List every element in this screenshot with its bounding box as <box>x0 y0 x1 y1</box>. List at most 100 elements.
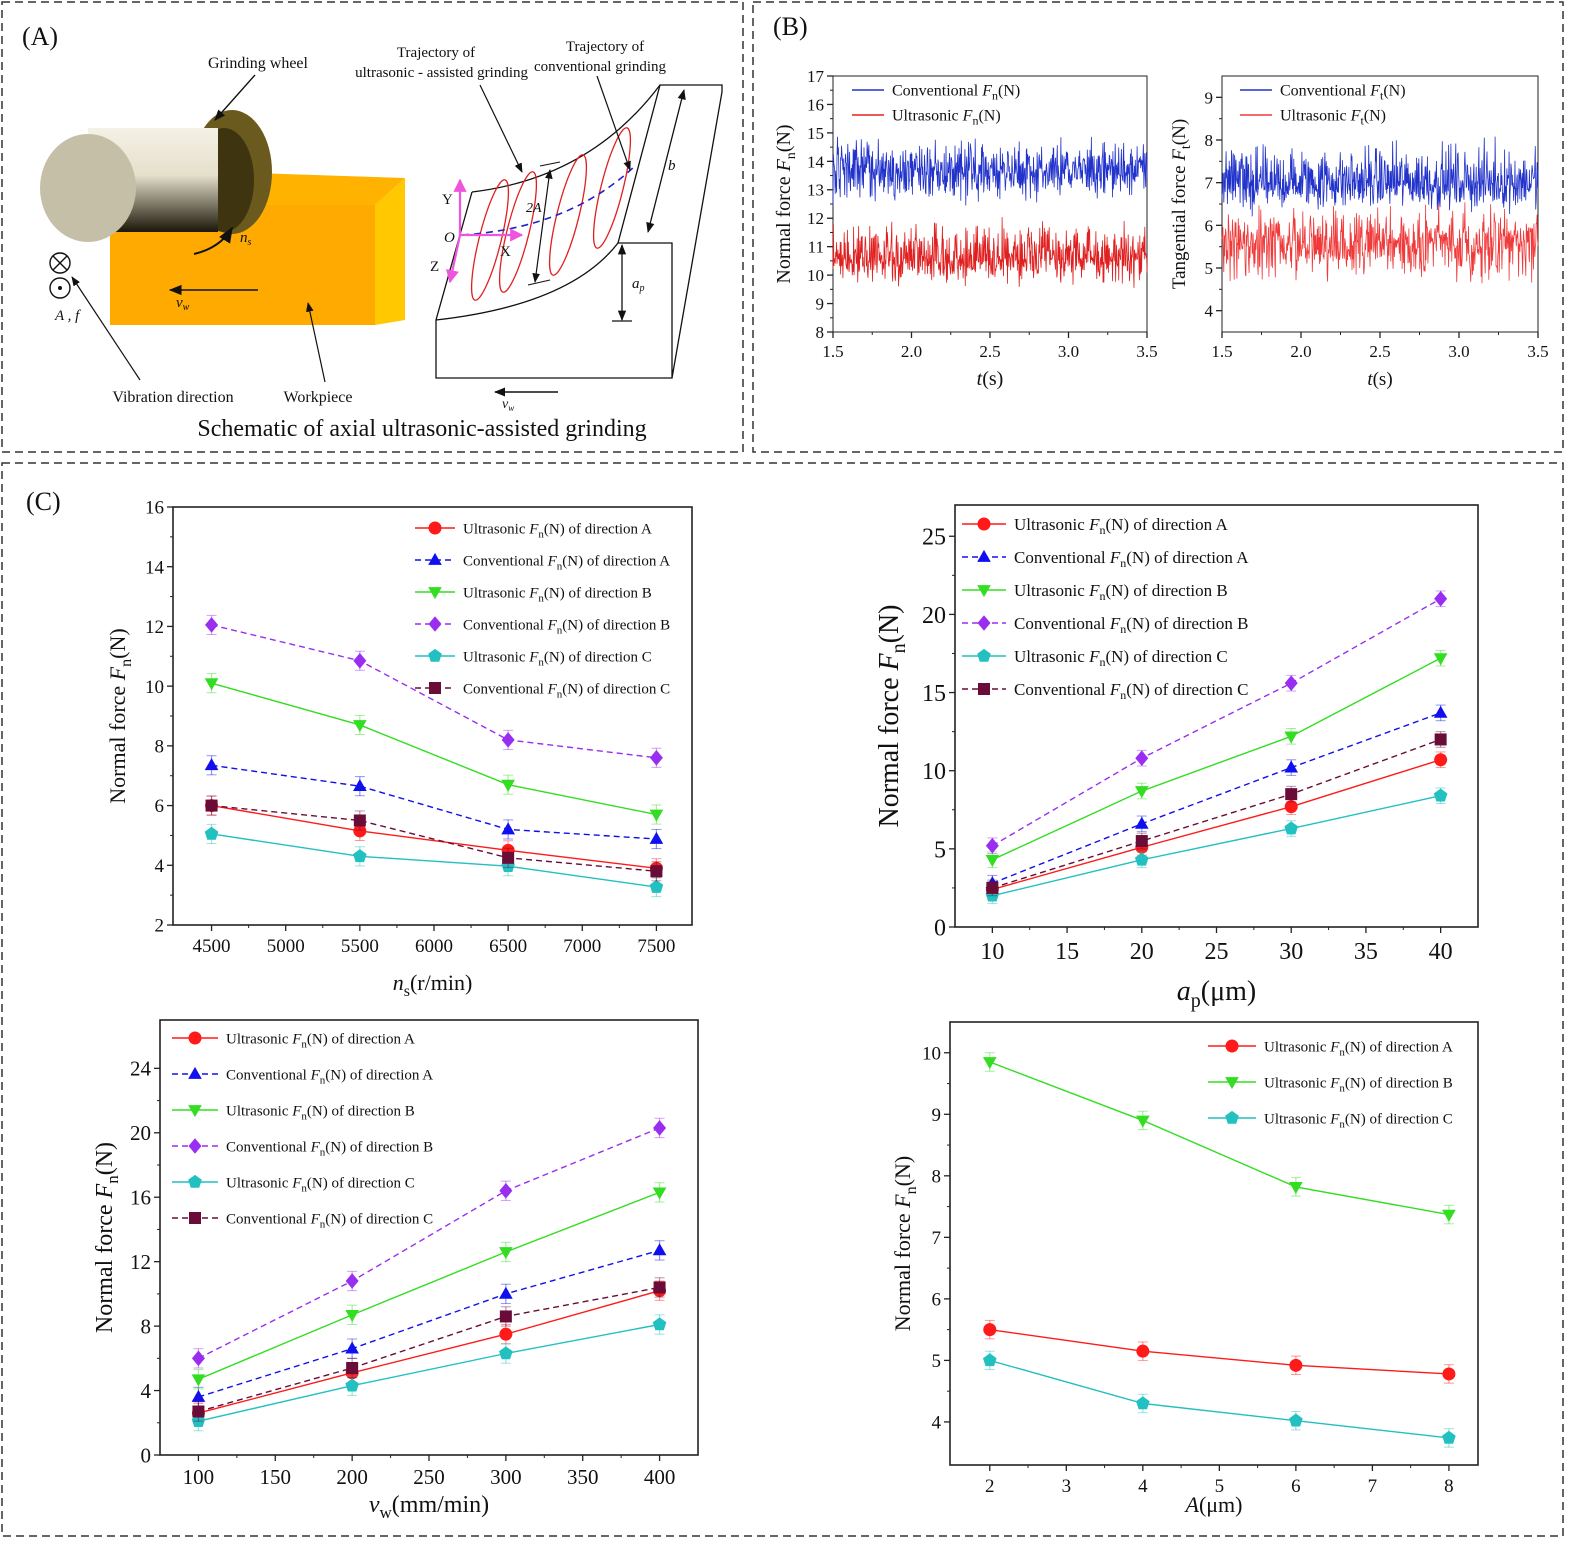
data-point <box>1289 1358 1303 1372</box>
legend-label: Ultrasonic Fn(N) of direction B <box>226 1103 415 1122</box>
ultrasonic-trajectory-label-1: Trajectory of <box>397 45 475 61</box>
x-axis-label: t(s) <box>1367 369 1392 390</box>
y-tick-label: 8 <box>816 323 825 342</box>
legend-item: Ultrasonic Fn(N) of direction C <box>172 1174 415 1194</box>
vibration-arrow <box>71 276 141 381</box>
legend-item: Conventional Fn(N) <box>852 83 1020 103</box>
y-tick-label: 9 <box>816 295 825 314</box>
y-tick-label: 20 <box>130 1121 151 1145</box>
panel-b-border <box>752 1 1564 453</box>
data-point <box>353 849 367 863</box>
data-point <box>501 822 515 835</box>
data-point <box>1433 653 1448 666</box>
x-tick-label: 2.5 <box>979 342 1000 361</box>
x-tick-label: 6500 <box>489 936 527 957</box>
x-tick-label: 30 <box>1279 939 1303 965</box>
axis-x-label: X <box>500 244 511 260</box>
conventional-trajectory-label-2: conventional grinding <box>534 59 667 75</box>
vibration-direction-label: Vibration direction <box>112 389 233 406</box>
x-tick-label: 2.5 <box>1369 342 1390 361</box>
x-tick-label: 20 <box>1130 939 1154 965</box>
data-point <box>1136 1344 1150 1358</box>
workpiece-label: Workpiece <box>284 389 353 406</box>
panel-a-label: (A) <box>22 22 58 51</box>
data-point <box>1433 705 1448 718</box>
y-axis-label: Normal force Fn(N) <box>105 628 135 803</box>
series-3 <box>204 673 664 825</box>
x-tick-label: 100 <box>183 1465 215 1489</box>
legend-item: Conventional Fn(N) of direction C <box>415 681 670 700</box>
width-arrow <box>646 88 686 234</box>
data-point <box>205 799 218 812</box>
legend-label: Ultrasonic Fn(N) of direction A <box>226 1031 415 1050</box>
series-line <box>989 1359 1450 1439</box>
legend-item: Conventional Fn(N) of direction A <box>172 1066 433 1086</box>
data-point <box>1284 821 1299 835</box>
series-2 <box>1221 202 1539 284</box>
rotation-arrow <box>193 226 233 255</box>
data-point <box>353 824 367 838</box>
workpiece-side <box>375 178 405 325</box>
signal-line <box>832 217 1148 288</box>
plot-frame <box>954 504 1479 928</box>
y-tick-label: 13 <box>807 181 824 200</box>
conventional-trajectory-label-1: Trajectory of <box>566 39 644 55</box>
series-line <box>198 1323 660 1422</box>
y-axis-label: Tangential force Ft(N) <box>1169 119 1194 289</box>
y-tick-label: 8 <box>1205 131 1214 150</box>
series-line <box>992 795 1441 897</box>
legend-item: Ultrasonic Fn(N) of direction B <box>1208 1075 1453 1094</box>
data-point <box>652 1187 667 1200</box>
y-tick-label: 8 <box>141 1314 152 1338</box>
data-point <box>205 617 219 633</box>
data-point <box>985 837 999 854</box>
y-tick-label: 24 <box>130 1057 152 1081</box>
data-point <box>346 1362 359 1374</box>
data-point <box>650 865 663 878</box>
x-tick-label: 2 <box>985 1476 995 1497</box>
x-tick-label: 7000 <box>563 936 601 957</box>
y-tick-label: 16 <box>145 498 164 519</box>
data-point <box>652 1243 667 1256</box>
series-1 <box>205 795 663 879</box>
x-tick-label: 300 <box>490 1465 522 1489</box>
data-point <box>501 779 515 792</box>
y-tick-label: 6 <box>1205 216 1214 235</box>
y-axis-label: Normal force Fn(N) <box>773 124 799 283</box>
data-point <box>345 1309 359 1322</box>
legend-label: Ultrasonic Fn(N) of direction B <box>1264 1075 1453 1094</box>
x-tick-label: 4500 <box>193 936 231 957</box>
x-tick-label: 3 <box>1062 1476 1072 1497</box>
series-line <box>211 624 657 759</box>
y-tick-label: 4 <box>155 856 165 877</box>
data-point <box>649 809 664 822</box>
legend-label: Ultrasonic Fn(N) of direction A <box>1014 515 1228 537</box>
series-line <box>992 759 1441 891</box>
series-line <box>211 764 657 840</box>
legend-label: Conventional Ft(N) <box>1280 83 1406 103</box>
legend-item: Ultrasonic Fn(N) <box>852 108 1001 128</box>
chart-c2: 10 15 20 25 30 35 40 0 5 10 15 20 25 ap(μm) Normal for… <box>874 504 1479 1012</box>
legend-label: Conventional Fn(N) of direction C <box>226 1211 433 1230</box>
chart-c4: 2 3 4 5 6 7 8 4 5 6 7 8 9 10 A(μm) Normal force Fn(N) Ul… <box>890 1021 1479 1517</box>
y-tick-label: 8 <box>155 737 165 758</box>
x-tick-label: 3.5 <box>1527 342 1548 361</box>
data-point <box>191 1374 206 1387</box>
series-line <box>198 1286 660 1413</box>
data-point <box>1434 590 1448 607</box>
legend-label: Conventional Fn(N) of direction C <box>1014 680 1249 702</box>
legend-marker <box>188 1105 202 1118</box>
series-line <box>198 1249 660 1398</box>
series-line <box>198 1191 660 1380</box>
data-point <box>1442 1209 1456 1222</box>
y-tick-label: 4 <box>1205 302 1214 321</box>
series-3 <box>982 1350 1456 1448</box>
chart-c3: 100 150 200 250 300 350 400 0 4 8 12 16 20 24 vw(mm/mi… <box>92 1019 699 1522</box>
coordinate-axes <box>446 178 524 284</box>
y-tick-label: 14 <box>145 557 165 578</box>
y-tick-label: 10 <box>922 1043 941 1064</box>
legend-marker <box>977 585 991 598</box>
legend-marker <box>428 552 442 565</box>
x-tick-label: 1.5 <box>822 342 843 361</box>
